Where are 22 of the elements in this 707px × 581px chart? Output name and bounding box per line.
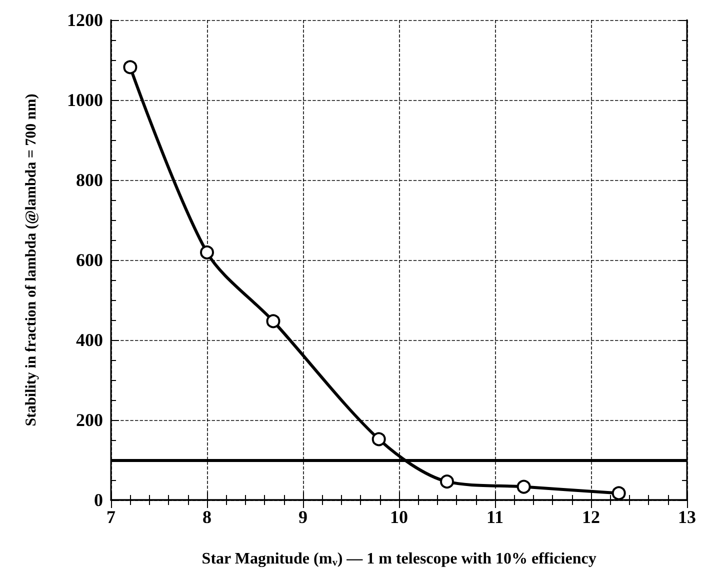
point (123, 60, 138, 74)
y-tick-label: 200 (76, 410, 103, 430)
y-tick-label: 400 (76, 330, 103, 350)
y-tick-label: 800 (76, 170, 103, 190)
point (516, 480, 531, 494)
y-axis-title: Stability in fraction of lambda (@lambda = 700 nm) (24, 94, 40, 426)
x-tick-label: 12 (582, 507, 600, 527)
point (266, 314, 280, 328)
y-tick-label: 0 (94, 490, 103, 510)
y-tick-label: 1000 (67, 90, 103, 110)
x-tick-label: 13 (678, 507, 696, 527)
point (612, 486, 626, 500)
y-tick-label: 600 (76, 250, 103, 270)
x-tick-label: 10 (390, 507, 408, 527)
point (440, 474, 454, 489)
x-tick-label: 7 (106, 507, 116, 527)
point (200, 245, 214, 260)
y-tick-label: 1200 (67, 10, 103, 30)
x-tick-label: 9 (298, 507, 308, 527)
x-tick-label: 11 (486, 507, 504, 527)
point (372, 432, 386, 446)
x-tick-label: 8 (202, 507, 212, 527)
